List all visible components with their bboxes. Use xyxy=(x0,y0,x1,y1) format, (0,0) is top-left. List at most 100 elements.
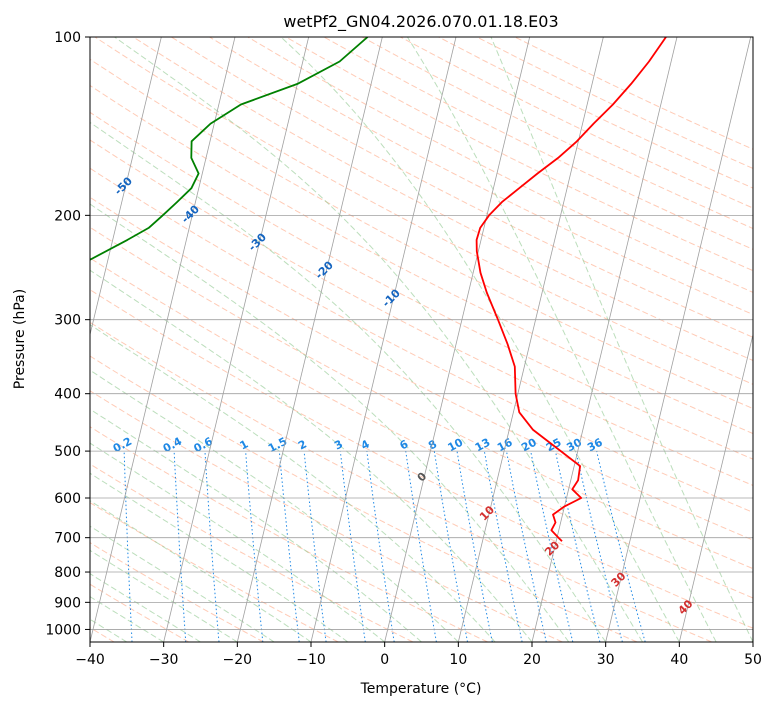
isotherm-label: 40 xyxy=(676,597,696,617)
dry-adiabat xyxy=(0,37,637,642)
mixing-ratio-label: 0.2 xyxy=(111,435,134,456)
isotherm xyxy=(753,37,775,642)
mixing-ratio-line xyxy=(174,451,186,642)
dry-adiabat xyxy=(0,37,775,642)
mixing-ratio-line xyxy=(434,451,467,642)
mixing-ratio-line xyxy=(484,451,522,642)
isotherm-label: 10 xyxy=(477,503,497,523)
chart-title: wetPf2_GN04.2026.070.01.18.E03 xyxy=(283,12,558,32)
x-tick-label: 30 xyxy=(597,652,615,668)
moist-adiabat xyxy=(0,37,237,642)
y-tick-label: 1000 xyxy=(45,622,81,638)
x-tick-label: 10 xyxy=(449,652,467,668)
moist-adiabat xyxy=(0,37,532,642)
mixing-ratio-label: 0.4 xyxy=(161,435,185,456)
dry-adiabat xyxy=(57,37,775,642)
mixing-ratio-label: 20 xyxy=(519,436,539,455)
isotherm-label: 0 xyxy=(415,470,430,485)
moist-adiabat xyxy=(0,37,422,642)
mixing-ratio-label: 16 xyxy=(495,436,515,455)
y-tick-label: 600 xyxy=(54,491,81,507)
isotherm xyxy=(385,37,530,642)
dry-adiabat xyxy=(0,37,775,642)
mixing-ratio-label: 2 xyxy=(296,437,309,452)
isotherm xyxy=(164,37,309,642)
x-tick-label: 50 xyxy=(744,652,762,668)
isotherm-label: 20 xyxy=(542,538,562,558)
moist-adiabat xyxy=(0,37,348,642)
dry-adiabat xyxy=(0,37,189,642)
mixing-ratio-label: 3 xyxy=(332,437,345,452)
x-tick-label: 40 xyxy=(670,652,688,668)
dry-adiabat xyxy=(0,37,775,642)
y-tick-label: 300 xyxy=(54,313,81,329)
dry-adiabat xyxy=(0,37,775,642)
moist-adiabat xyxy=(0,37,311,642)
mixing-ratio-label: 4 xyxy=(359,437,372,452)
mixing-ratio-label: 0.6 xyxy=(192,435,216,456)
isotherm-label: -20 xyxy=(313,258,336,281)
isotherm xyxy=(237,37,382,642)
y-tick-label: 400 xyxy=(54,387,81,403)
dry-adiabats xyxy=(0,37,775,642)
y-tick-label: 800 xyxy=(54,565,81,581)
isotherm xyxy=(458,37,603,642)
x-tick-label: 0 xyxy=(380,652,389,668)
mixing-ratio-label: 36 xyxy=(585,436,605,455)
isotherm-label: -60 xyxy=(45,146,68,169)
isotherms xyxy=(0,37,775,642)
mixing-ratio-line xyxy=(279,451,299,642)
dewpoint-profile-line xyxy=(0,37,368,543)
dry-adiabat xyxy=(0,37,338,642)
dry-adiabat xyxy=(171,37,775,642)
x-axis-label: Temperature (°C) xyxy=(360,681,482,697)
mixing-ratio-line xyxy=(507,451,547,642)
mixing-ratio-line xyxy=(340,451,365,642)
dry-adiabat xyxy=(362,37,775,642)
moist-adiabat xyxy=(0,37,274,642)
mixing-ratio-line xyxy=(124,451,132,642)
x-tick-label: −10 xyxy=(296,652,326,668)
moist-adiabat xyxy=(0,37,569,642)
moist-adiabat xyxy=(407,37,716,642)
x-tick-label: 20 xyxy=(523,652,541,668)
dry-adiabat xyxy=(133,37,775,642)
mixing-ratio-line xyxy=(367,451,394,642)
dry-adiabat xyxy=(0,37,562,642)
y-tick-label: 100 xyxy=(54,30,81,46)
dry-adiabat xyxy=(95,37,775,642)
isotherm-label: -50 xyxy=(112,174,135,197)
pressure-gridlines xyxy=(90,37,753,629)
isotherm xyxy=(16,37,161,642)
isotherm-label: -40 xyxy=(179,202,202,225)
dry-adiabat xyxy=(0,37,488,642)
dry-adiabat xyxy=(0,37,775,642)
dry-adiabat xyxy=(0,37,775,642)
y-tick-label: 700 xyxy=(54,531,81,547)
dry-adiabat xyxy=(439,37,775,642)
y-tick-label: 200 xyxy=(54,208,81,224)
y-axis-label: Pressure (hPa) xyxy=(12,289,28,389)
isotherm xyxy=(606,37,751,642)
moist-adiabat xyxy=(0,37,458,642)
x-tick-label: −40 xyxy=(75,652,105,668)
isotherm xyxy=(311,37,456,642)
x-tick-label: −30 xyxy=(149,652,179,668)
moist-adiabat xyxy=(0,37,385,642)
y-axis: 100 200 300 400 500 600 700 800 900 1000 xyxy=(45,30,90,638)
dry-adiabat xyxy=(400,37,775,642)
mixing-ratio-label: 13 xyxy=(473,436,493,455)
isotherm-label: -10 xyxy=(380,286,403,309)
isotherm-label: -70 xyxy=(0,111,3,134)
mixing-ratio-label: 8 xyxy=(426,437,439,452)
moist-adiabat xyxy=(491,37,753,642)
isotherm xyxy=(679,37,775,642)
mixing-ratio-label: 10 xyxy=(446,436,466,455)
plot-frame xyxy=(90,37,753,642)
dry-adiabat xyxy=(248,37,775,642)
y-tick-label: 900 xyxy=(54,595,81,611)
dry-adiabat xyxy=(0,37,775,642)
y-tick-label: 500 xyxy=(54,444,81,460)
